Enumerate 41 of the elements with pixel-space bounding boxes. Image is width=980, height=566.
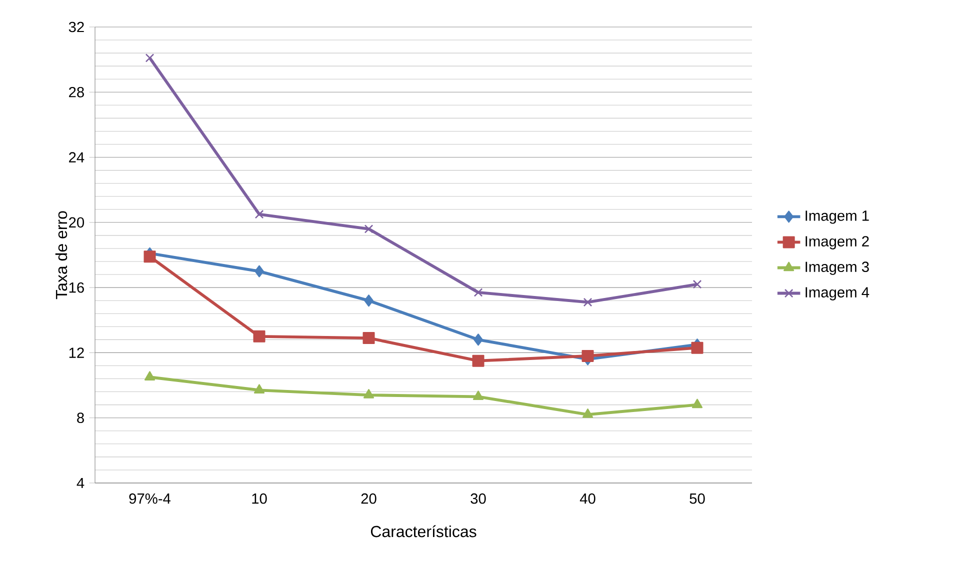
y-tick-label: 32	[68, 22, 84, 32]
point	[362, 332, 375, 344]
point	[691, 342, 704, 354]
point	[254, 384, 265, 394]
x-tick-label: 40	[580, 493, 596, 504]
x-tick-label: 50	[690, 493, 705, 504]
x-tick-label: 30	[470, 493, 486, 504]
y-axis-title: Taxa de erro	[55, 211, 68, 300]
x-axis-title: Características	[370, 525, 476, 538]
point	[582, 408, 594, 418]
point	[474, 288, 483, 297]
y-tick-label: 8	[77, 412, 84, 424]
point	[472, 354, 484, 367]
point	[692, 398, 703, 408]
x-tick-label: 20	[361, 493, 376, 504]
point	[474, 334, 483, 346]
x-tick-label: 10	[252, 493, 267, 504]
point	[582, 350, 594, 362]
point	[145, 53, 154, 62]
legend-label: Imagem 4	[806, 287, 870, 300]
legend-label: Imagem 1	[806, 210, 869, 224]
point	[364, 294, 374, 307]
legend-label: Imagem 3	[806, 262, 869, 275]
y-tick-label: 24	[69, 152, 84, 162]
point	[253, 330, 266, 342]
point	[583, 298, 592, 307]
point	[363, 389, 374, 398]
y-tick-label: 12	[69, 348, 84, 358]
y-tick-label: 28	[69, 86, 84, 98]
y-tick-label: 16	[69, 282, 84, 293]
legend-label: Imagem 2	[806, 236, 869, 250]
y-tick-label: 20	[69, 217, 84, 228]
point	[144, 371, 156, 380]
x-tick-label: 97%-4	[129, 493, 171, 504]
point	[254, 210, 264, 219]
point	[692, 280, 702, 289]
point	[254, 265, 264, 278]
point	[364, 224, 374, 234]
y-tick-label: 4	[76, 478, 84, 488]
point	[472, 390, 484, 400]
point	[144, 250, 156, 263]
